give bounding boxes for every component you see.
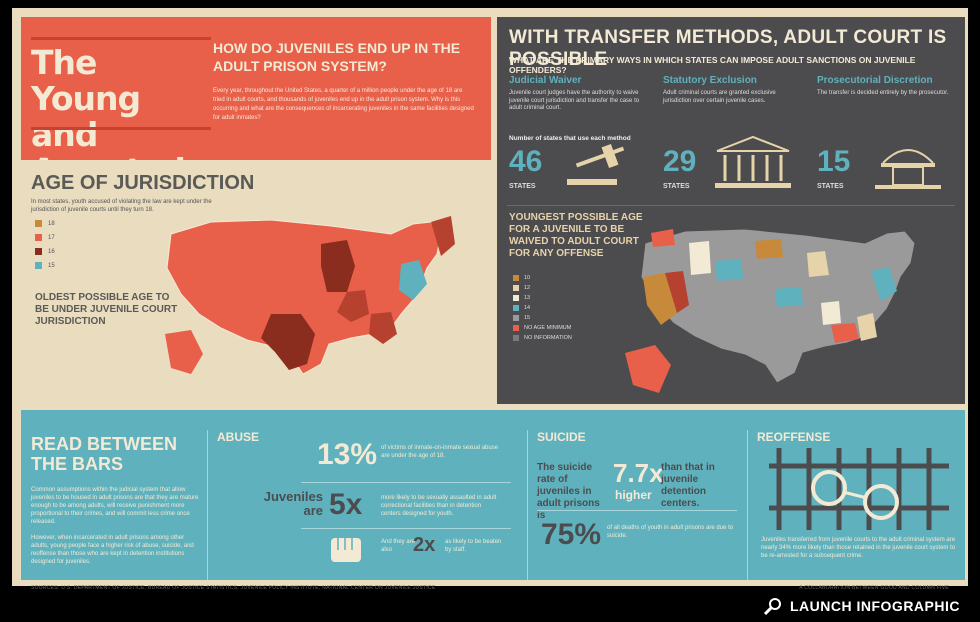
age-legend-item: 18 [35,220,55,227]
suicide-title: SUICIDE [537,430,586,444]
podium-icon [875,149,941,189]
waiver-legend-item: 14 [513,305,530,311]
abuse-stat-5x-text: more likely to be sexually assaulted in … [381,495,497,517]
infographic-poster: The Young and Arrested HOW DO JUVENILES … [12,8,968,591]
divider [527,430,528,580]
age-description: In most states, youth accused of violati… [31,199,212,213]
fist-icon [331,538,361,562]
method-count: 15 [817,145,851,178]
method-title: Prosecutorial Discretion [817,75,933,86]
abuse-stat-13: 13% [317,438,378,471]
method-count: 46 [509,145,543,178]
launch-infographic-button[interactable]: LAUNCH INFOGRAPHIC [764,597,960,615]
waiver-legend-item: 15 [513,315,530,321]
age-legend-item: 16 [35,248,55,255]
method-description: Adult criminal courts are granted exclus… [663,90,776,104]
youngest-age-heading: YOUNGEST POSSIBLE AGE FOR A JUVENILE TO … [509,212,643,259]
and-label: And they are also [381,539,416,553]
transfer-methods-panel: WITH TRANSFER METHODS, ADULT COURT IS PO… [497,17,965,404]
method-description: The transfer is decided entirely by the … [817,90,949,96]
method-unit: STATES [509,183,536,190]
abuse-stat-2x-text: as likely to be beaten by staff. [445,539,502,553]
age-legend-item: 15 [35,262,55,269]
method-statutory-exclusion: Statutory Exclusion Adult criminal court… [663,75,803,190]
legend-swatch [35,262,42,269]
divider [31,127,211,130]
title-line-1: The Young [31,43,141,118]
intro-subtitle: HOW DO JUVENILES END UP IN THE ADULT PRI… [213,40,461,74]
legend-swatch [35,220,42,227]
waiver-legend-item: 13 [513,295,530,301]
gavel-icon [567,143,625,185]
waiver-legend-item: 10 [513,275,530,281]
waiver-legend-item: NO AGE MINIMUM [513,325,571,331]
sources: SOURCES: U.S. DEPARTMENT OF JUSTICE, BUR… [31,585,436,591]
transfer-question: WHAT ARE THE PRIMARY WAYS IN WHICH STATE… [509,55,916,75]
prison-bars-handcuffs-icon [769,448,949,530]
method-prosecutorial-discretion: Prosecutorial Discretion The transfer is… [817,75,957,190]
method-unit: STATES [817,183,844,190]
divider [31,37,211,40]
launch-label: LAUNCH INFOGRAPHIC [790,598,960,614]
divider [507,205,955,206]
abuse-title: ABUSE [217,430,260,444]
method-unit: STATES [663,183,690,190]
age-legend-item: 17 [35,234,55,241]
suicide-lead: The suicide rate of juveniles in adult p… [537,462,600,521]
transfer-heading: WITH TRANSFER METHODS, ADULT COURT IS PO… [509,27,947,70]
age-of-jurisdiction-panel: AGE OF JURISDICTION In most states, yout… [21,164,491,404]
suicide-stat-75: 75% [541,518,602,551]
search-icon [764,598,781,615]
method-title: Judicial Waiver [509,75,582,86]
divider [301,482,511,483]
legend-swatch [35,248,42,255]
credit: A COLLABORATION BETWEEN GOOD AND COLUMN … [799,585,949,591]
bars-paragraph-1: Common assumptions within the judicial s… [31,487,199,525]
divider [207,430,208,580]
divider [747,430,748,580]
reoffense-text: Juveniles transferred from juvenile cour… [761,537,956,559]
waiver-legend-item: 12 [513,285,530,291]
reoffense-title: REOFFENSE [757,430,831,444]
method-description: Juvenile court judges have the authority… [509,90,640,111]
method-count: 29 [663,145,697,178]
suicide-higher: higher [615,488,652,502]
age-map-note: OLDEST POSSIBLE AGE TO BE UNDER JUVENILE… [35,292,178,327]
legend-swatch [35,234,42,241]
abuse-stat-13-text: of victims of inmate-on-inmate sexual ab… [381,445,499,459]
abuse-stat-5x: 5x [329,488,363,521]
us-map-age [165,216,455,375]
age-heading: AGE OF JURISDICTION [31,172,255,194]
bars-heading: READ BETWEEN THE BARS [31,434,178,474]
suicide-stat-7-7x: 7.7x [613,458,664,488]
suicide-stat-75-text: of all deaths of youth in adult prisons … [607,525,734,539]
intro-panel: The Young and Arrested HOW DO JUVENILES … [21,17,491,160]
divider [301,528,511,529]
method-judicial-waiver: Judicial Waiver Juvenile court judges ha… [509,75,649,190]
count-label: Number of states that use each method [509,135,631,142]
page-title: The Young and Arrested [31,43,211,161]
read-between-the-bars-panel: READ BETWEEN THE BARS Common assumptions… [21,410,965,580]
us-map-waiver-age [625,228,916,393]
courthouse-icon [715,135,791,188]
waiver-legend-item: NO INFORMATION [513,335,572,341]
abuse-stat-2x: 2x [413,534,436,556]
juveniles-label: Juveniles are [263,489,323,518]
bars-paragraph-2: However, when incarcerated in adult pris… [31,535,194,565]
suicide-tail: than that in juvenile detention centers. [661,462,715,509]
method-title: Statutory Exclusion [663,75,757,86]
intro-body: Every year, throughout the United States… [213,88,474,121]
title-line-2: and Arrested [31,115,186,161]
divider [537,510,737,511]
